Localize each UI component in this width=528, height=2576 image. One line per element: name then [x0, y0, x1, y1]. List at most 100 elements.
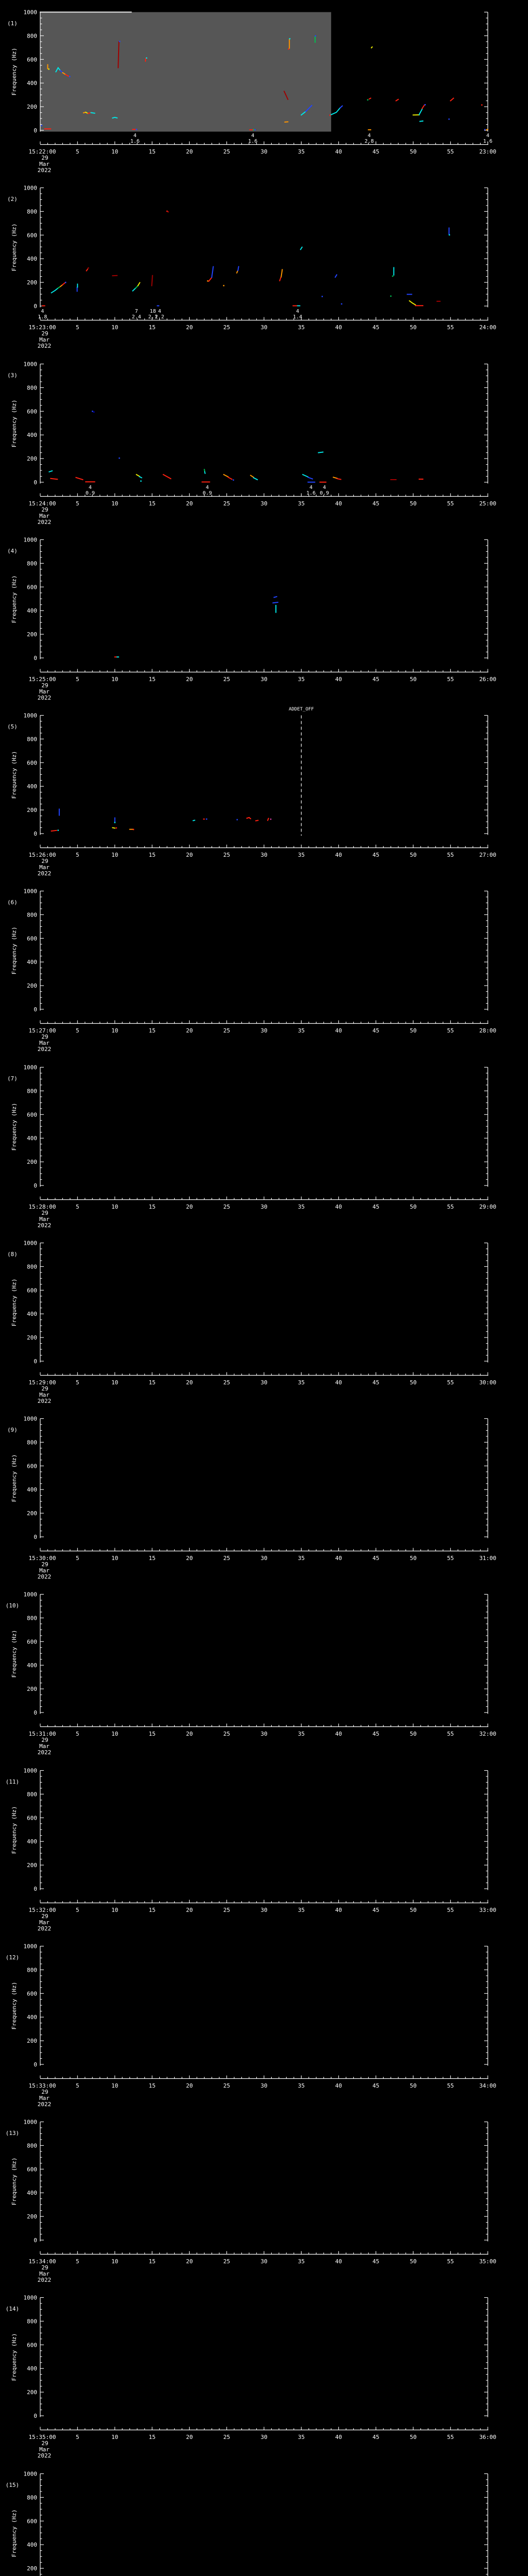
detection-point [92, 411, 93, 412]
x-tick-label: 55 [447, 1204, 454, 1210]
y-tick-label: 0 [34, 2413, 37, 2419]
y-axis-title: Frequency (Hz) [11, 1103, 18, 1151]
event-marker-count: 4 [486, 133, 489, 139]
x-tick-label: 45 [372, 500, 379, 507]
detection-point [236, 819, 238, 821]
detection-trace [418, 108, 423, 115]
y-axis-title: Frequency (Hz) [11, 575, 18, 623]
x-tick-label: 55 [447, 1555, 454, 1562]
x-tick-label: 5 [76, 2082, 79, 2089]
x-tick-label: 50 [410, 1204, 417, 1210]
detection-trace [300, 246, 303, 250]
detection-trace [253, 477, 258, 481]
panel-number: (7) [7, 1075, 18, 1082]
y-tick-label: 600 [27, 1815, 37, 1821]
x-tick-label: 35 [298, 1731, 305, 1737]
panel-13: 0 200 400 600 800 1000 Frequency (Hz) (13) 15:34… [0, 2110, 528, 2286]
y-tick-label: 400 [27, 1486, 37, 1493]
x-tick-label: 50 [410, 324, 417, 331]
y-tick-label: 400 [27, 1311, 37, 1317]
detection-trace [86, 268, 89, 272]
date-month: Mar [39, 1567, 50, 1574]
x-end-time-label: 26:00 [479, 676, 496, 683]
y-tick-label: 800 [27, 1263, 37, 1270]
x-tick-label: 30 [260, 500, 267, 507]
x-tick-label: 25 [223, 324, 230, 331]
x-tick-label: 35 [298, 500, 305, 507]
y-axis-title: Frequency (Hz) [11, 48, 18, 96]
detection-trace [136, 473, 140, 477]
y-tick-label: 0 [34, 1006, 37, 1013]
date-year: 2022 [38, 1398, 52, 1404]
date-month: Mar [39, 1392, 50, 1398]
detection-trace [272, 601, 278, 604]
x-tick-label: 30 [260, 852, 267, 858]
y-tick-label: 400 [27, 1662, 37, 1669]
x-tick-label: 55 [447, 2434, 454, 2441]
detection-trace [368, 97, 372, 100]
detection-trace [419, 120, 424, 122]
panel-7: 0 200 400 600 800 1000 Frequency (Hz) (7) 15:28:… [0, 1055, 528, 1231]
gray-region [40, 12, 332, 132]
date-day: 29 [41, 2264, 48, 2271]
panel-14: 0 200 400 600 800 1000 Frequency (Hz) (14) 15:35… [0, 2285, 528, 2462]
y-tick-label: 800 [27, 1967, 37, 1973]
date-year: 2022 [38, 1749, 52, 1756]
y-tick-label: 800 [27, 1439, 37, 1446]
x-end-time-label: 32:00 [479, 1731, 496, 1737]
x-tick-label: 15 [148, 852, 155, 858]
detection-point [329, 114, 331, 116]
y-tick-label: 800 [27, 911, 37, 918]
x-tick-label: 35 [298, 1555, 305, 1562]
x-tick-label: 30 [260, 324, 267, 331]
date-month: Mar [39, 1040, 50, 1046]
y-tick-label: 200 [27, 1862, 37, 1869]
detection-trace [333, 477, 338, 479]
y-tick-label: 0 [34, 655, 37, 662]
x-tick-label: 55 [447, 852, 454, 858]
x-tick-label: 25 [223, 1731, 230, 1737]
event-marker-count: 4 [206, 485, 209, 490]
x-start-time-label: 15:32:00 [29, 1907, 56, 1913]
y-tick-label: 400 [27, 2014, 37, 2021]
y-tick-label: 1000 [24, 713, 38, 719]
x-tick-label: 40 [335, 1379, 342, 1386]
detection-trace [61, 282, 66, 286]
x-tick-label: 50 [410, 852, 417, 858]
panel-9: 0 200 400 600 800 1000 Frequency (Hz) (9) 15:30:… [0, 1406, 528, 1583]
x-tick-label: 45 [372, 1555, 379, 1562]
x-start-time-label: 15:33:00 [29, 2082, 56, 2089]
detection-trace [300, 110, 307, 116]
x-tick-label: 45 [372, 2434, 379, 2441]
detection-point [392, 275, 393, 277]
x-tick-label: 45 [372, 2258, 379, 2265]
y-tick-label: 1000 [24, 1064, 38, 1071]
x-tick-label: 5 [76, 852, 79, 858]
y-tick-label: 1000 [24, 537, 38, 544]
y-axis-title: Frequency (Hz) [11, 2158, 18, 2206]
x-tick-label: 15 [148, 1731, 155, 1737]
y-tick-label: 0 [34, 479, 37, 486]
date-day: 29 [41, 155, 48, 161]
x-tick-label: 15 [148, 2082, 155, 2089]
detection-trace [162, 473, 172, 480]
panel-3: 0 200 400 600 800 1000 Frequency (Hz) (3) 15:24:… [0, 352, 528, 528]
y-tick-label: 800 [27, 384, 37, 391]
y-axis-title: Frequency (Hz) [11, 1454, 18, 1502]
detection-trace [144, 58, 146, 62]
x-tick-label: 25 [223, 1907, 230, 1913]
detection-point [367, 99, 369, 101]
panel-number: (9) [7, 1427, 18, 1433]
date-day: 29 [41, 682, 48, 689]
detection-point [136, 128, 137, 130]
event-marker-count: 7 [135, 309, 138, 314]
event-marker-count: 4 [251, 133, 254, 139]
event-marker-value: 1.4 [293, 314, 302, 320]
x-tick-label: 30 [260, 2082, 267, 2089]
panel-2: 0 200 400 600 800 1000 Frequency (Hz) (2) 15:23:… [0, 176, 528, 352]
date-year: 2022 [38, 870, 52, 877]
detection-point [321, 296, 323, 297]
y-tick-label: 400 [27, 1135, 37, 1142]
detection-point [270, 818, 272, 820]
